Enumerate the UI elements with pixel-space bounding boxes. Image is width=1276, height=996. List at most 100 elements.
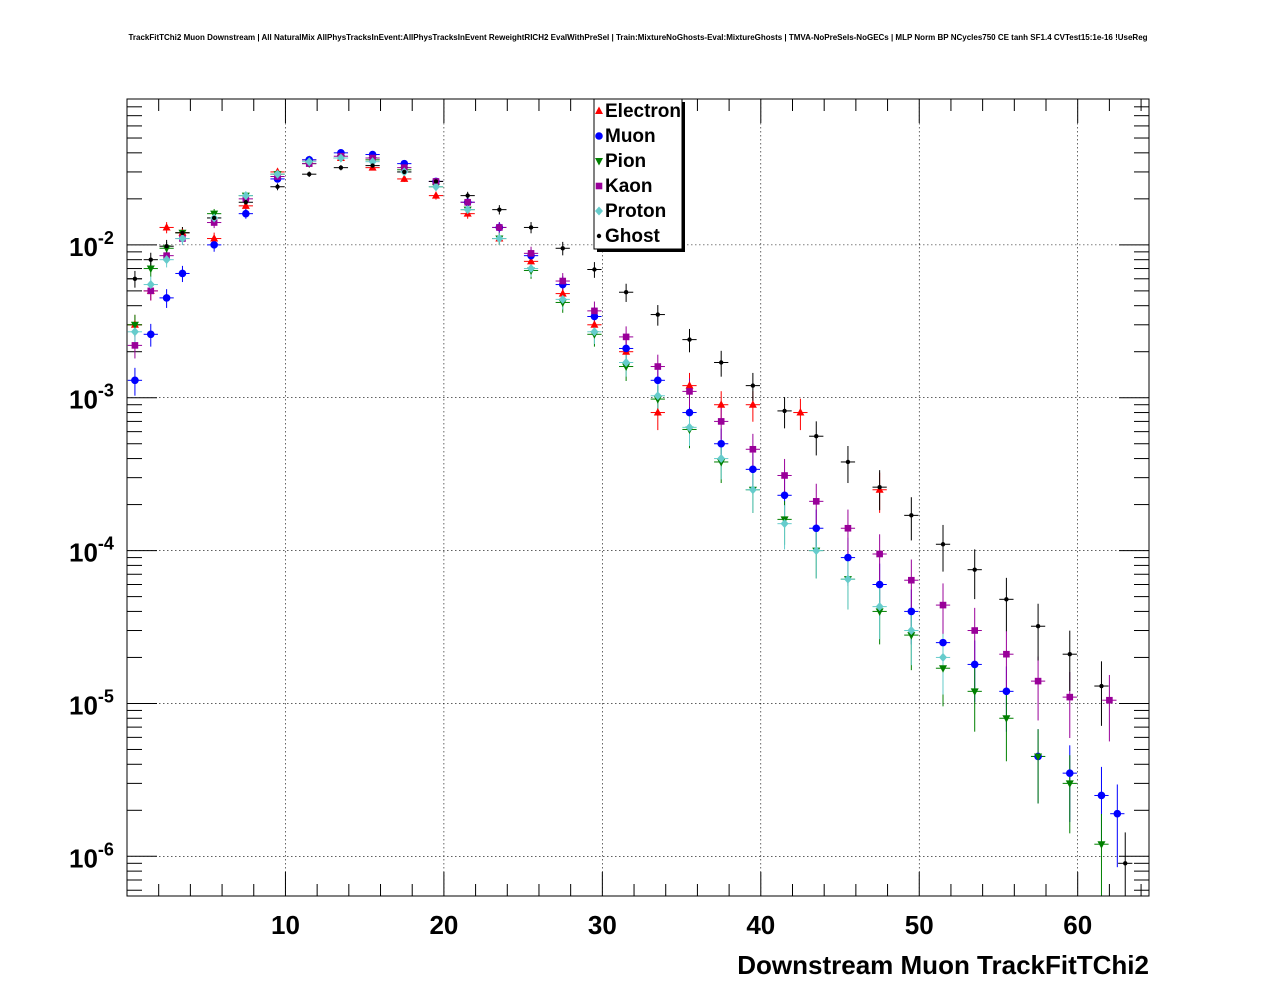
ghost-point — [1099, 683, 1104, 689]
legend-label-proton: Proton — [605, 201, 666, 222]
legend-label-electron: Electron — [605, 101, 681, 122]
muon-point — [178, 269, 187, 278]
y-tick-labels: 10-6 10-5 10-4 10-3 10-2 — [69, 228, 114, 873]
kaon-point — [939, 601, 947, 609]
ghost-point — [243, 200, 249, 205]
proton-point — [305, 157, 314, 167]
proton-point — [558, 294, 567, 304]
proton-point — [431, 182, 440, 192]
kaon-point — [749, 445, 757, 453]
legend-label-pion: Pion — [605, 151, 646, 172]
proton-point — [336, 153, 345, 163]
y-tick-label: 10-3 — [69, 381, 114, 415]
kaon-point — [908, 576, 915, 584]
y-tick-label: 10-4 — [69, 534, 114, 568]
ghost-point — [370, 163, 375, 168]
legend-label-kaon: Kaon — [605, 176, 653, 197]
y-tick-label: 10-5 — [69, 686, 114, 720]
muon-point — [844, 553, 852, 562]
proton-point — [653, 391, 662, 401]
electron-point — [748, 400, 757, 408]
x-tick-label: 40 — [746, 910, 775, 940]
kaon-point — [622, 333, 630, 341]
pion-point — [130, 321, 139, 330]
muon-point — [780, 491, 789, 500]
data-markers — [130, 149, 1128, 866]
x-tick-label: 30 — [588, 910, 617, 940]
kaon-point — [876, 550, 883, 558]
muon-point — [210, 241, 218, 249]
ghost-point — [877, 484, 882, 490]
ghost-point — [528, 225, 534, 230]
kaon-point — [1106, 696, 1113, 704]
proton-point — [368, 157, 377, 167]
ghost-point — [909, 513, 914, 518]
kaon-point — [527, 250, 535, 257]
ghost-point — [623, 290, 629, 295]
kaon-point — [131, 342, 139, 349]
proton-point — [622, 358, 631, 368]
ghost-point — [1067, 651, 1072, 657]
muon-point — [749, 465, 757, 474]
muon-point — [590, 312, 599, 321]
electron-point — [210, 234, 219, 242]
x-tick-label: 50 — [905, 910, 934, 940]
muon-point — [812, 524, 821, 533]
legend-label-ghost: Ghost — [605, 226, 661, 247]
ghost-point — [338, 165, 344, 170]
ghost-point — [718, 360, 724, 365]
x-tick-label: 10 — [271, 910, 300, 940]
muon-point — [875, 580, 884, 589]
pion-point — [939, 665, 948, 673]
kaon-point — [781, 472, 788, 479]
electron-point — [796, 408, 805, 416]
proton-point — [162, 255, 171, 265]
ghost-point — [972, 567, 977, 572]
error-bars — [127, 150, 1133, 896]
muon-point — [717, 439, 725, 448]
muon-point — [970, 660, 979, 669]
proton-point — [875, 602, 884, 612]
x-tick-labels: 10 20 30 40 50 60 — [271, 910, 1092, 940]
muon-point — [939, 638, 947, 647]
ghost-point — [307, 171, 312, 177]
ghost-point — [275, 184, 280, 189]
legend-marker-proton — [595, 206, 603, 216]
electron-point — [431, 191, 440, 199]
ghost-point — [1123, 861, 1128, 866]
electron-point — [717, 400, 726, 408]
ghost-point — [1035, 624, 1041, 629]
proton-point — [843, 574, 852, 584]
muon-point — [1002, 687, 1011, 696]
muon-point — [685, 408, 694, 417]
kaon-point — [464, 198, 471, 206]
proton-point — [748, 485, 757, 495]
legend-marker-electron — [595, 106, 603, 114]
proton-point — [178, 234, 187, 244]
x-tick-label: 60 — [1063, 910, 1092, 940]
legend-marker-kaon — [595, 182, 603, 190]
axis-ticks — [127, 98, 1149, 896]
kaon-point — [971, 627, 979, 634]
pion-point — [1097, 841, 1106, 849]
electron-point — [558, 289, 567, 297]
legend: Electron Muon Pion Kaon Proton Ghost — [593, 98, 685, 252]
kaon-point — [147, 287, 155, 295]
muon-point — [1097, 791, 1106, 800]
electron-point — [653, 408, 662, 416]
proton-point — [717, 454, 726, 464]
muon-point — [162, 294, 171, 302]
ghost-point — [211, 215, 217, 221]
electron-point — [685, 381, 694, 389]
proton-point — [463, 205, 472, 215]
kaon-point — [812, 498, 820, 505]
muon-point — [622, 344, 630, 353]
legend-marker-ghost — [596, 233, 602, 239]
electron-point — [400, 174, 409, 182]
pion-point — [1065, 780, 1074, 788]
muon-point — [131, 376, 139, 385]
kaon-point — [844, 524, 852, 532]
legend-box — [593, 98, 683, 250]
ghost-point — [132, 276, 138, 281]
